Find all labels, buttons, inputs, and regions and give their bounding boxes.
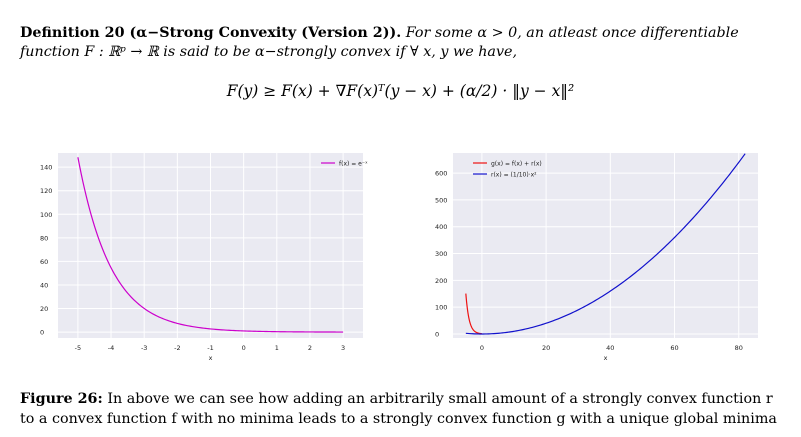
y-tick-label: 60 (40, 258, 48, 266)
exp-decay-plot: -5 -4 -3 -2 -1 0 1 2 3 0 20 40 60 80 100 120 140 x f(x) = … (40, 153, 368, 362)
y-tick-label: 200 (435, 277, 447, 285)
y-tick-label: 140 (40, 164, 52, 172)
series-line (77, 157, 344, 333)
x-axis-label: x (604, 354, 608, 362)
x-tick-label: 60 (670, 344, 678, 352)
y-tick-label: 500 (435, 196, 447, 204)
y-tick-label: 20 (40, 305, 48, 313)
y-tick-label: 100 (40, 211, 52, 219)
strong-convex-plot: 0 20 40 60 80 0 100 200 300 400 500 600 x g(x) = f(x)… (435, 153, 758, 362)
y-tick-label: 400 (435, 223, 447, 231)
y-tick-label: 40 (40, 281, 48, 289)
legend-label: f(x) = e⁻ˣ (339, 161, 368, 168)
strong-convexity-equation: F(y) ≥ F(x) + ∇F(x)ᵀ(y − x) + (α/2) · ‖y… (226, 82, 575, 100)
x-tick-label: -5 (75, 344, 81, 352)
x-tick-label: -1 (207, 344, 213, 352)
definition-body: For some α > 0, an atleast once differen… (20, 25, 739, 60)
x-tick-label: 80 (735, 344, 743, 352)
x-tick-label: 20 (542, 344, 550, 352)
x-tick-label: -4 (108, 344, 114, 352)
x-tick-label: 2 (308, 344, 312, 352)
x-tick-label: 1 (275, 344, 279, 352)
series-line (465, 293, 482, 335)
definition-block: Definition 20 (α−Strong Convexity (Versi… (20, 24, 790, 62)
x-tick-label: 40 (606, 344, 614, 352)
series-line (465, 153, 746, 335)
plot-background (453, 153, 758, 338)
caption-label: Figure 26: (20, 391, 103, 407)
legend-label: g(x) = f(x) + r(x) (491, 161, 542, 168)
x-tick-label: -3 (141, 344, 147, 352)
y-tick-label: 600 (435, 170, 447, 178)
legend-label: r(x) = (1/10)·x² (491, 172, 537, 179)
x-tick-label: -2 (174, 344, 180, 352)
y-tick-label: 100 (435, 304, 447, 312)
y-tick-label: 0 (40, 329, 44, 337)
y-tick-label: 0 (435, 330, 439, 338)
y-tick-label: 300 (435, 250, 447, 258)
caption-text: In above we can see how adding an arbitr… (20, 391, 777, 427)
x-tick-label: 3 (341, 344, 345, 352)
y-tick-label: 120 (40, 187, 52, 195)
x-axis-label: x (209, 354, 213, 362)
figure-caption: Figure 26: In above we can see how addin… (20, 389, 790, 429)
y-tick-label: 80 (40, 234, 48, 242)
x-tick-label: 0 (480, 344, 484, 352)
definition-heading: Definition 20 (α−Strong Convexity (Versi… (20, 25, 402, 41)
x-tick-label: 0 (242, 344, 246, 352)
